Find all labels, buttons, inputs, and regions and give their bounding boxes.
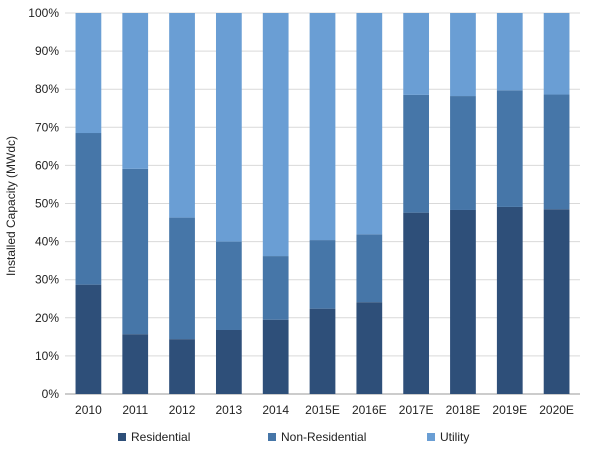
bar-residential-2018e xyxy=(450,209,476,394)
y-tick-label: 30% xyxy=(35,273,59,287)
x-tick-label: 2016E xyxy=(352,403,387,417)
bar-utility-2016e xyxy=(356,13,383,235)
bar-residential-2013 xyxy=(215,329,242,394)
axes: 0% 10% 20% 30% 40% 50% 60% 70% 80% 90% 100% 2010 201… xyxy=(28,6,574,417)
bar-residential-2011 xyxy=(122,334,149,394)
x-tick-label: 2011 xyxy=(122,403,148,417)
y-tick-label: 90% xyxy=(35,44,59,58)
y-tick-label: 70% xyxy=(35,120,59,134)
legend-label-utility: Utility xyxy=(440,430,469,444)
x-tick-label: 2014 xyxy=(262,403,289,417)
bar-residential-2020e xyxy=(543,209,570,394)
y-tick-label: 50% xyxy=(35,197,59,211)
bar-non-residential-2019e xyxy=(496,90,523,207)
bar-non-residential-2011 xyxy=(122,168,149,335)
y-tick-label: 80% xyxy=(35,82,59,96)
legend-swatch-utility xyxy=(427,433,435,441)
bar-residential-2015e xyxy=(309,308,336,394)
legend-swatch-non-residential xyxy=(268,433,276,441)
y-tick-label: 60% xyxy=(35,158,59,172)
bar-residential-2012 xyxy=(169,339,195,394)
bar-utility-2019e xyxy=(496,13,523,91)
y-tick-label: 100% xyxy=(28,6,59,20)
bar-non-residential-2012 xyxy=(169,217,195,340)
bar-residential-2019e xyxy=(496,206,523,394)
legend-label-residential: Residential xyxy=(131,430,190,444)
x-tick-label: 2020E xyxy=(539,403,574,417)
bar-non-residential-2014 xyxy=(262,256,289,320)
bar-utility-2018e xyxy=(450,13,476,97)
bar-utility-2017e xyxy=(403,13,430,95)
bar-utility-2013 xyxy=(215,13,242,242)
y-tick-label: 10% xyxy=(35,349,59,363)
bar-non-residential-2013 xyxy=(215,241,242,330)
y-tick-label: 40% xyxy=(35,235,59,249)
bar-utility-2010 xyxy=(75,13,102,134)
bar-non-residential-2010 xyxy=(75,133,102,285)
bar-residential-2017e xyxy=(403,212,430,394)
bar-non-residential-2016e xyxy=(356,234,383,303)
x-tick-label: 2013 xyxy=(216,403,243,417)
bar-utility-2020e xyxy=(543,13,570,95)
bar-residential-2010 xyxy=(75,284,102,394)
bar-utility-2012 xyxy=(169,13,195,218)
bar-residential-2016e xyxy=(356,302,383,394)
x-tick-label: 2015E xyxy=(305,403,340,417)
y-tick-label: 20% xyxy=(35,311,59,325)
x-tick-label: 2018E xyxy=(446,403,481,417)
x-tick-label: 2012 xyxy=(169,403,196,417)
y-axis-title: Installed Capacity (MWdc) xyxy=(4,136,18,276)
bar-non-residential-2018e xyxy=(450,96,476,210)
y-tick-label: 0% xyxy=(42,387,60,401)
bars xyxy=(75,13,570,394)
x-tick-label: 2019E xyxy=(492,403,527,417)
bar-utility-2011 xyxy=(122,13,149,169)
legend-swatch-residential xyxy=(118,433,126,441)
x-tick-label: 2017E xyxy=(399,403,434,417)
legend: Residential Non-Residential Utility xyxy=(118,430,469,444)
bar-non-residential-2020e xyxy=(543,94,570,210)
bar-utility-2014 xyxy=(262,13,289,257)
bar-non-residential-2015e xyxy=(309,240,336,309)
legend-label-non-residential: Non-Residential xyxy=(281,430,366,444)
bar-non-residential-2017e xyxy=(403,94,430,213)
x-tick-label: 2010 xyxy=(75,403,102,417)
bar-utility-2015e xyxy=(309,13,336,241)
bar-residential-2014 xyxy=(262,319,289,394)
